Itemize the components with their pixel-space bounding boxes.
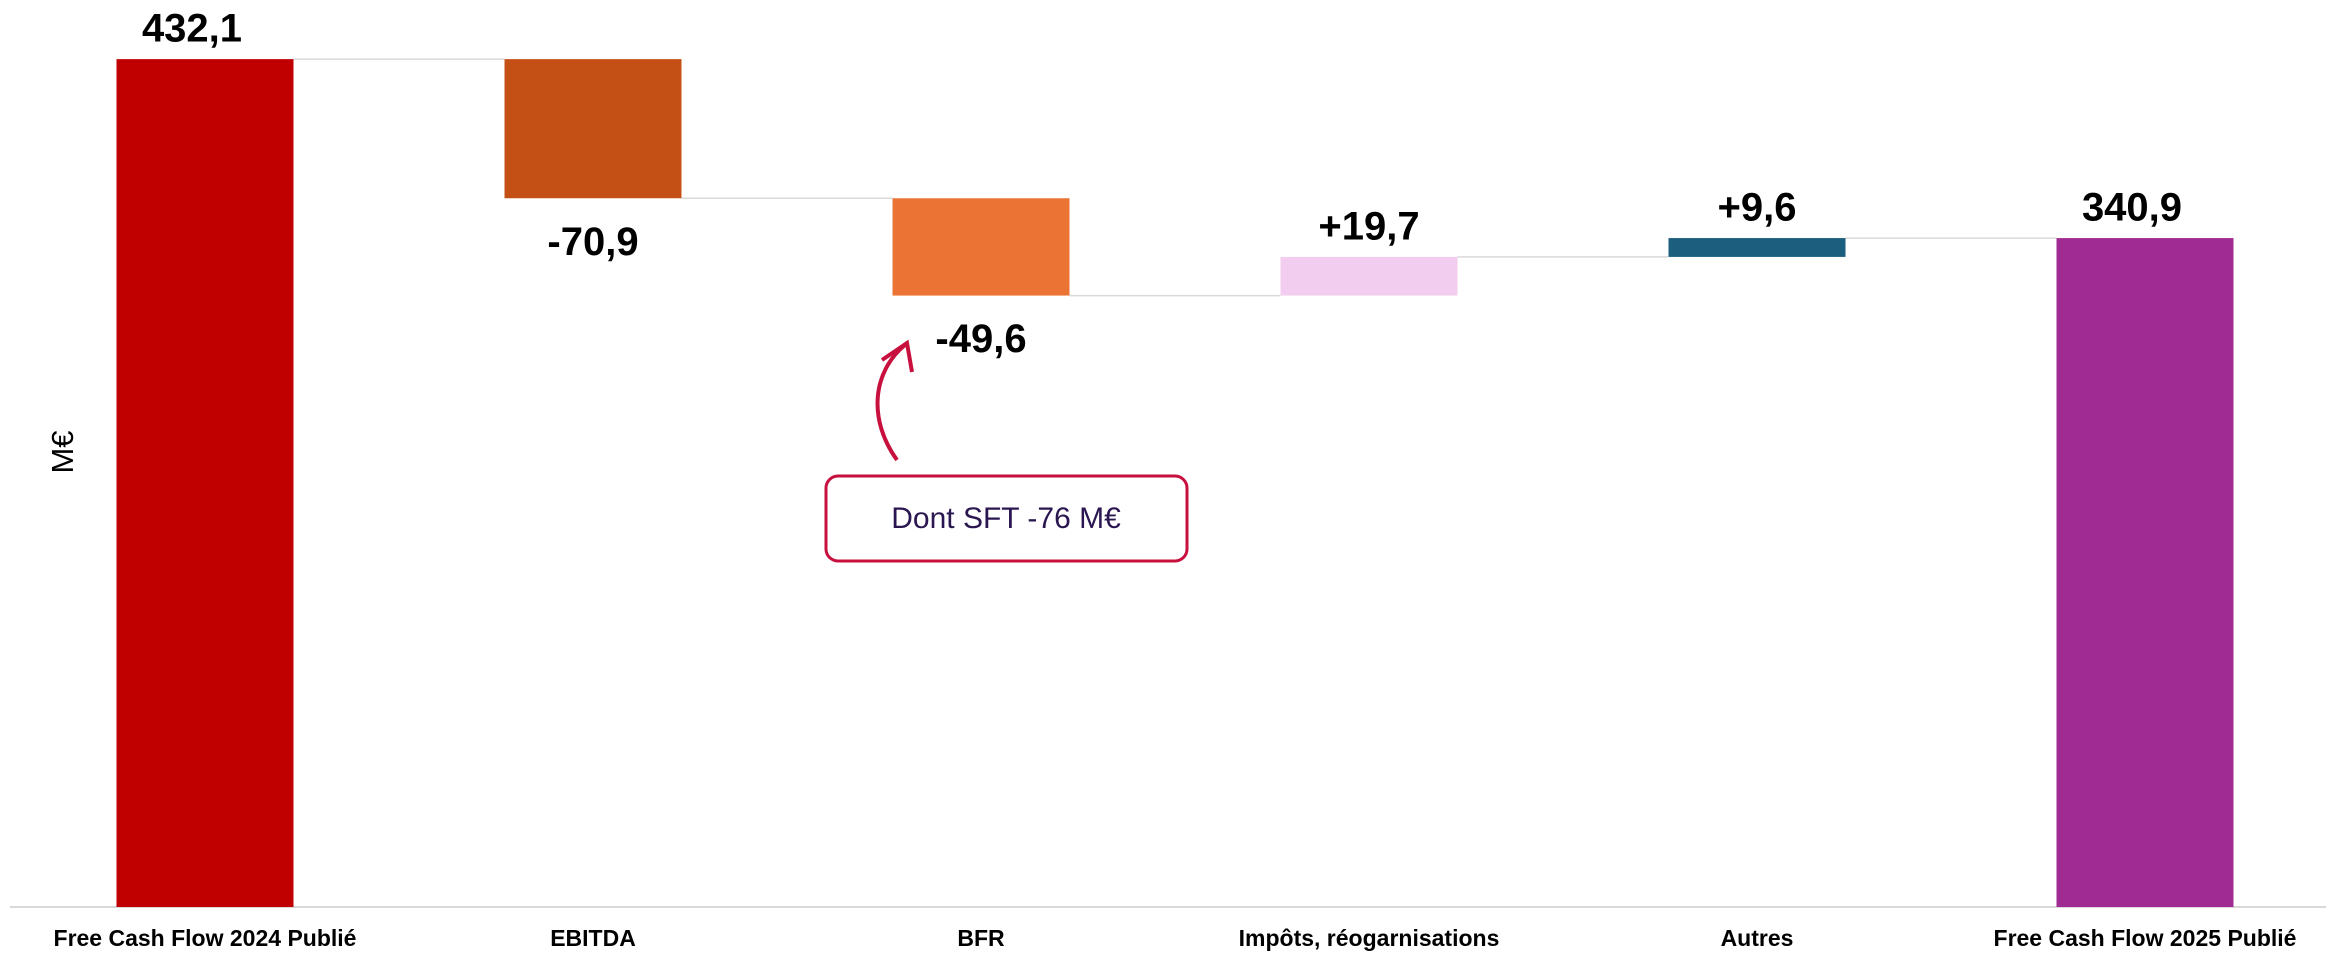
bar	[892, 198, 1070, 296]
annotation-text: Dont SFT -76 M€	[891, 502, 1121, 535]
x-tick-label: BFR	[957, 925, 1005, 951]
x-tick-label: EBITDA	[550, 925, 636, 951]
annotation-box	[824, 474, 1189, 563]
bar	[2056, 238, 2234, 908]
bar	[1280, 256, 1458, 296]
x-tick-label: Free Cash Flow 2025 Publié	[1994, 925, 2297, 951]
bar	[1668, 238, 1846, 257]
value-label: 432,1	[142, 7, 242, 51]
value-label: +9,6	[1718, 186, 1797, 230]
bar	[504, 59, 682, 199]
x-tick-label: Autres	[1721, 925, 1794, 951]
value-label: 340,9	[2082, 186, 2182, 230]
annotation-arrow	[875, 343, 907, 462]
x-tick-label: Impôts, réogarnisations	[1239, 925, 1500, 951]
value-label: -49,6	[935, 317, 1026, 361]
bar	[116, 59, 294, 907]
value-label: -70,9	[547, 220, 638, 264]
x-tick-label: Free Cash Flow 2024 Publié	[54, 925, 357, 951]
annotation-arrowhead	[880, 339, 914, 373]
y-axis-label: M€	[45, 430, 80, 473]
value-label: +19,7	[1318, 204, 1419, 248]
